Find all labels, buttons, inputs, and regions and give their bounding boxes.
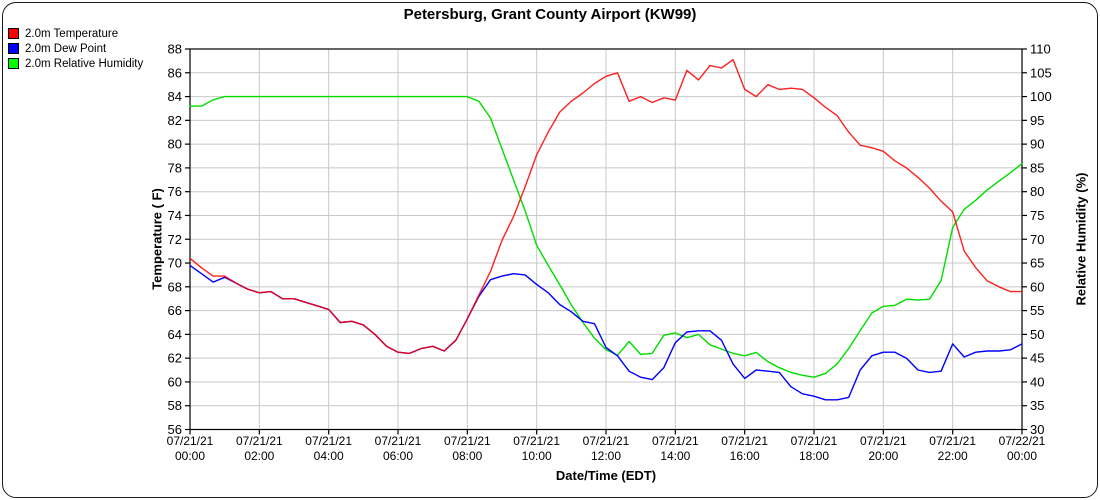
legend-label-temperature: 2.0m Temperature (25, 27, 119, 40)
relative-humidity-line (189, 95, 1023, 378)
x-tick-label-date: 07/21/21 (721, 434, 768, 448)
y-left-tick-label: 70 (168, 256, 182, 271)
x-tick-label-time: 20:00 (868, 449, 898, 463)
x-tick-label-time: 04:00 (314, 449, 344, 463)
chart-title: Petersburg, Grant County Airport (KW99) (403, 6, 697, 23)
y-left-tick-label: 74 (168, 208, 182, 223)
legend-label-relative-humidity: 2.0m Relative Humidity (25, 57, 144, 70)
y-left-tick-label: 76 (168, 184, 182, 199)
y-left-tick-label: 82 (168, 113, 182, 128)
x-tick-label-time: 08:00 (452, 449, 482, 463)
y-right-tick-label: 70 (1030, 232, 1044, 247)
legend-item-temperature: 2.0m Temperature (8, 26, 143, 41)
x-tick-label-time: 16:00 (730, 449, 760, 463)
x-tick-label-date: 07/21/21 (513, 434, 560, 448)
y-right-tick-label: 40 (1030, 374, 1044, 389)
y-left-tick-label: 62 (168, 351, 182, 366)
x-tick-label-time: 00:00 (1007, 449, 1037, 463)
y-right-tick-label: 100 (1030, 89, 1052, 104)
x-axis-title: Date/Time (EDT) (555, 468, 657, 483)
x-tick-label-time: 06:00 (383, 449, 413, 463)
y-right-tick-label: 90 (1030, 137, 1044, 152)
y-left-tick-label: 64 (168, 327, 182, 342)
y-right-tick-label: 95 (1030, 113, 1044, 128)
x-tick-label-time: 10:00 (522, 449, 552, 463)
legend-label-dew-point: 2.0m Dew Point (25, 42, 107, 55)
dew-point-swatch-icon (8, 43, 19, 54)
x-tick-label-date: 07/21/21 (375, 434, 422, 448)
y-right-tick-label: 80 (1030, 184, 1044, 199)
y-right-tick-label: 45 (1030, 351, 1044, 366)
x-tick-label-date: 07/21/21 (167, 434, 214, 448)
legend: 2.0m Temperature 2.0m Dew Point 2.0m Rel… (8, 26, 143, 71)
y-right-tick-label: 60 (1030, 279, 1044, 294)
y-right-tick-label: 110 (1030, 42, 1051, 57)
y-left-tick-label: 66 (168, 303, 182, 318)
x-tick-label-date: 07/21/21 (444, 434, 491, 448)
y-left-tick-label: 58 (168, 398, 182, 413)
y-right-tick-label: 55 (1030, 303, 1044, 318)
x-tick-label-time: 00:00 (175, 449, 205, 463)
y-left-tick-label: 60 (168, 374, 182, 389)
x-tick-label-date: 07/21/21 (791, 434, 838, 448)
y-right-tick-label: 50 (1030, 327, 1044, 342)
x-tick-label-time: 22:00 (938, 449, 968, 463)
legend-item-relative-humidity: 2.0m Relative Humidity (8, 56, 143, 71)
x-tick-label-date: 07/21/21 (929, 434, 976, 448)
x-tick-label-time: 12:00 (591, 449, 621, 463)
y-right-tick-label: 35 (1030, 398, 1044, 413)
y-left-tick-label: 86 (168, 65, 182, 80)
y-left-tick-label: 68 (168, 279, 182, 294)
y-left-tick-label: 88 (168, 42, 182, 57)
y-right-tick-label: 30 (1030, 422, 1044, 437)
y-left-tick-label: 84 (168, 89, 182, 104)
y-right-tick-label: 85 (1030, 160, 1044, 175)
temperature-swatch-icon (8, 28, 19, 39)
x-tick-label-date: 07/21/21 (236, 434, 283, 448)
legend-item-dew-point: 2.0m Dew Point (8, 41, 143, 56)
x-tick-label-date: 07/21/21 (583, 434, 630, 448)
y-left-tick-label: 80 (168, 137, 182, 152)
y-left-tick-label: 56 (168, 422, 182, 437)
x-tick-label-time: 14:00 (660, 449, 690, 463)
x-tick-label-date: 07/21/21 (860, 434, 907, 448)
x-tick-label-date: 07/21/21 (652, 434, 699, 448)
x-tick-label-date: 07/22/21 (999, 434, 1046, 448)
y-left-tick-label: 72 (168, 232, 182, 247)
x-tick-label-time: 02:00 (244, 449, 274, 463)
y-left-tick-label: 78 (168, 160, 182, 175)
relative-humidity-swatch-icon (8, 58, 19, 69)
y-right-tick-label: 75 (1030, 208, 1044, 223)
y-right-tick-label: 105 (1030, 65, 1052, 80)
y-right-tick-label: 65 (1030, 256, 1044, 271)
temperature-line (189, 59, 1023, 355)
x-tick-label-date: 07/21/21 (305, 434, 352, 448)
x-tick-label-time: 18:00 (799, 449, 829, 463)
